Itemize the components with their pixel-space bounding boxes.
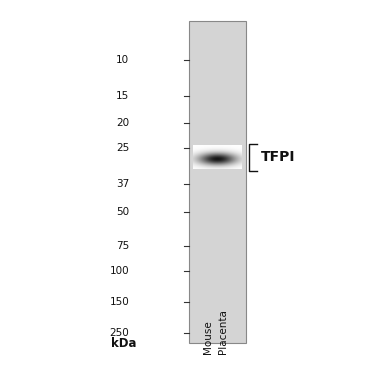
Text: Placenta: Placenta: [218, 309, 228, 354]
Text: 250: 250: [110, 328, 129, 338]
Bar: [189, 21, 246, 343]
Text: 10: 10: [116, 55, 129, 65]
Text: TFPI: TFPI: [261, 150, 295, 165]
Text: kDa: kDa: [111, 337, 137, 350]
Text: 25: 25: [116, 143, 129, 153]
Text: 150: 150: [110, 297, 129, 307]
Text: 15: 15: [116, 91, 129, 101]
Text: 20: 20: [116, 118, 129, 128]
Text: Mouse: Mouse: [203, 321, 213, 354]
Text: 50: 50: [116, 207, 129, 217]
Text: 37: 37: [116, 179, 129, 189]
Text: 75: 75: [116, 241, 129, 250]
Text: 100: 100: [110, 266, 129, 276]
